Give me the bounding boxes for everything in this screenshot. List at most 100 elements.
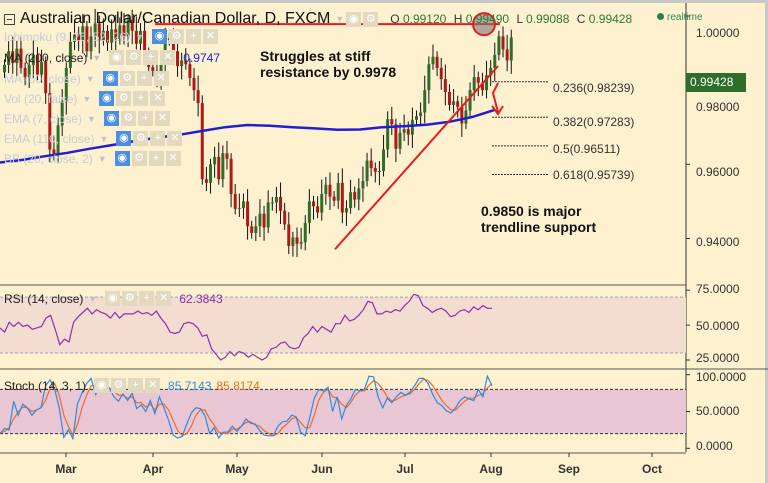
add-icon[interactable]: + [128, 378, 144, 393]
add-icon[interactable]: + [186, 29, 201, 44]
candle-up [303, 222, 307, 243]
gear-icon[interactable]: ⚙ [169, 29, 184, 44]
add-icon[interactable]: + [133, 91, 149, 106]
chevron-down-icon[interactable]: ▼ [88, 293, 98, 304]
add-icon[interactable]: + [148, 151, 164, 166]
indicator-ema110[interactable]: EMA (110, close) ▼ ◉ ⚙ + ✕ [4, 131, 183, 146]
chevron-down-icon[interactable]: ▼ [335, 14, 345, 24]
add-icon[interactable]: + [136, 71, 152, 86]
candle-up [472, 77, 476, 91]
close-label: C [576, 12, 586, 26]
stoch-band [0, 389, 686, 434]
visibility-icon[interactable]: ◉ [152, 29, 167, 44]
chevron-down-icon[interactable]: ▼ [135, 31, 144, 42]
gear-icon[interactable]: ⚙ [363, 11, 379, 27]
collapse-icon[interactable] [4, 13, 15, 25]
chevron-down-icon[interactable]: ▼ [85, 73, 95, 84]
down-arrow-head [491, 105, 504, 116]
add-icon[interactable]: + [139, 291, 155, 306]
gear-icon[interactable]: ⚙ [111, 378, 127, 393]
month-label: Jul [396, 462, 414, 476]
gear-icon[interactable]: ⚙ [116, 91, 132, 106]
support-annotation[interactable]: 0.9850 is major trendline support [481, 203, 596, 235]
rsi-tick: 75.0000 [696, 282, 740, 296]
close-icon[interactable]: ✕ [165, 151, 181, 166]
close-icon[interactable]: ✕ [160, 50, 176, 65]
indicator-ema7[interactable]: EMA (7, close) ▼ ◉ ⚙ + ✕ [4, 111, 170, 126]
candle-down [11, 51, 15, 64]
candle-up [382, 149, 386, 171]
gear-icon[interactable]: ⚙ [133, 131, 149, 146]
add-icon[interactable]: + [150, 131, 166, 146]
rsi-line [0, 293, 492, 361]
candle-down [332, 196, 336, 201]
visibility-icon[interactable]: ◉ [346, 11, 362, 27]
chevron-down-icon[interactable]: ▼ [97, 153, 107, 164]
indicator-vol[interactable]: Vol (20, false) ▼ ◉ ⚙ + ✕ [4, 91, 166, 106]
candle-down [480, 82, 484, 91]
annotation-line: 0.9850 is major [481, 203, 582, 219]
realtime-indicator: realtime [657, 12, 703, 23]
add-icon[interactable]: + [137, 111, 153, 126]
indicator-ma50[interactable]: MA (50, close) ▼ ◉ ⚙ + ✕ [4, 71, 169, 86]
candle-up [349, 192, 353, 209]
candle-down [439, 67, 443, 80]
rsi-legend[interactable]: RSI (14, close) ▼ ◉ ⚙ + ✕ 62.3843 [4, 291, 223, 306]
candle-down [134, 30, 138, 44]
gear-icon[interactable]: ⚙ [119, 71, 135, 86]
gear-icon[interactable]: ⚙ [126, 50, 142, 65]
add-icon[interactable]: + [143, 50, 159, 65]
candle-down [48, 93, 52, 150]
candle-down [19, 48, 23, 68]
stoch-legend[interactable]: Stoch (14, 3, 1) ◉ ⚙ + ✕ 85.7143 85.8174 [4, 378, 260, 393]
visibility-icon[interactable]: ◉ [116, 131, 132, 146]
visibility-icon[interactable]: ◉ [114, 151, 130, 166]
candle-up [126, 19, 130, 37]
chart-title: Australian Dollar/Canadian Dollar, D, FX… [20, 10, 331, 27]
gear-icon[interactable]: ⚙ [131, 151, 147, 166]
annotation-line: resistance by 0.9978 [260, 64, 397, 80]
close-icon[interactable]: ✕ [156, 291, 172, 306]
stoch-k-value: 85.7143 [168, 378, 212, 393]
gear-icon[interactable]: ⚙ [120, 111, 136, 126]
resistance-annotation[interactable]: Struggles at stiff resistance by 0.9978 [260, 48, 396, 80]
visibility-icon[interactable]: ◉ [94, 378, 110, 393]
candle-up [402, 129, 406, 133]
chevron-down-icon[interactable]: ▼ [99, 133, 109, 144]
candle-up [40, 61, 44, 75]
month-label: Sep [557, 462, 581, 476]
indicator-ma200[interactable]: MA (200, close) ▼ ◉ ⚙ + ✕ 0.9747 [4, 50, 220, 65]
close-icon[interactable]: ✕ [145, 378, 161, 393]
indicator-controls: ◉ ⚙ + ✕ [150, 29, 218, 44]
indicator-ichimoku[interactable]: Ichimoku (9, 26, 52, 26) ▼ ◉ ⚙ + ✕ [4, 29, 218, 44]
visibility-icon[interactable]: ◉ [102, 71, 118, 86]
high-value: 0.99490 [465, 12, 510, 26]
candle-down [44, 61, 48, 94]
candle-down [23, 67, 27, 78]
close-icon[interactable]: ✕ [150, 91, 166, 106]
candle-down [35, 54, 39, 75]
visibility-icon[interactable]: ◉ [103, 111, 119, 126]
visibility-icon[interactable]: ◉ [105, 291, 121, 306]
chevron-down-icon[interactable]: ▼ [82, 93, 92, 104]
candle-down [229, 158, 233, 194]
indicator-bb[interactable]: BB (20, close, 2) ▼ ◉ ⚙ + ✕ [4, 151, 181, 166]
candle-up [398, 132, 402, 149]
candle-down [443, 79, 447, 93]
close-icon[interactable]: ✕ [153, 71, 169, 86]
candle-up [361, 181, 365, 189]
chevron-down-icon[interactable]: ▼ [92, 52, 102, 63]
last-price-badge: 0.99428 [686, 73, 746, 92]
indicator-controls: ◉ ⚙ + ✕ [101, 71, 169, 86]
close-icon[interactable]: ✕ [203, 29, 218, 44]
candle-down [505, 49, 509, 61]
visibility-icon[interactable]: ◉ [109, 50, 125, 65]
candle-down [316, 206, 320, 213]
visibility-icon[interactable]: ◉ [99, 91, 115, 106]
candle-down [184, 60, 188, 65]
chevron-down-icon[interactable]: ▼ [87, 113, 96, 124]
gear-icon[interactable]: ⚙ [122, 291, 138, 306]
close-icon[interactable]: ✕ [167, 131, 183, 146]
close-icon[interactable]: ✕ [154, 111, 170, 126]
